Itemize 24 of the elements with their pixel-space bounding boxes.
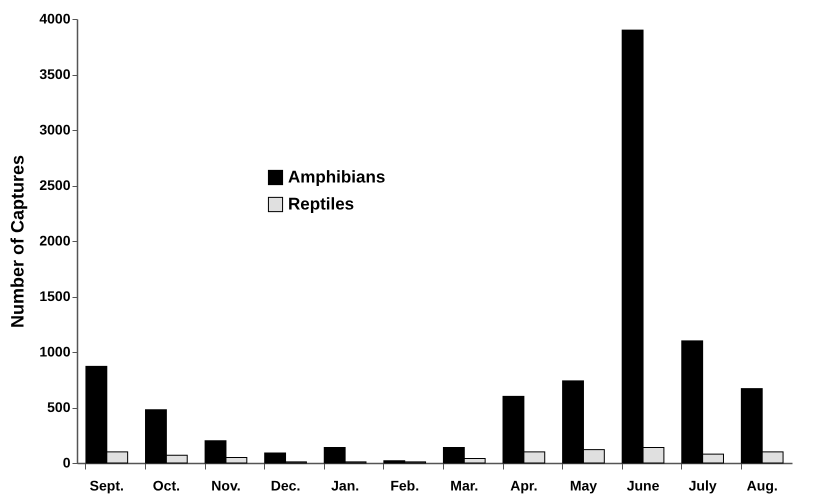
y-tick-label: 1000 (39, 344, 71, 360)
x-tick-label: Feb. (390, 478, 420, 494)
x-tick-label: Jan. (331, 478, 360, 494)
x-tick-label: June (626, 478, 660, 494)
x-tick-label: Dec. (270, 478, 300, 494)
y-tick-label: 3500 (39, 66, 71, 82)
x-tick-label: Apr. (510, 478, 538, 494)
x-tick-label: Aug. (746, 478, 778, 494)
legend-label: Amphibians (288, 168, 386, 186)
x-tick-label: Sept. (90, 478, 124, 494)
y-tick-label: 1500 (39, 288, 71, 304)
legend-label: Reptiles (288, 194, 354, 214)
x-tick-label: Oct. (152, 478, 180, 494)
y-tick-label: 2000 (39, 232, 71, 248)
y-tick-label: 500 (47, 399, 71, 415)
y-axis-title: Number of Captures (7, 154, 28, 328)
y-tick-label: 0 (62, 454, 71, 470)
x-tick-label: July (688, 478, 717, 494)
y-tick-label: 4000 (39, 10, 71, 26)
x-tick-label: Nov. (211, 478, 241, 494)
y-tick-label: 2500 (39, 177, 71, 193)
x-tick-label: Mar. (450, 478, 478, 494)
x-tick-label: May (570, 478, 598, 494)
y-tick-label: 3000 (39, 122, 71, 138)
